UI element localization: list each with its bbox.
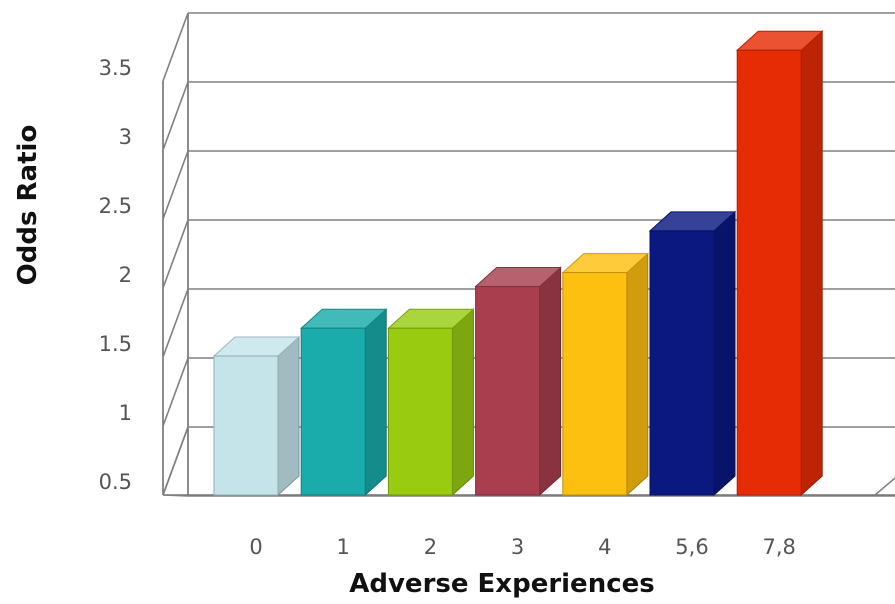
x-axis-title: Adverse Experiences	[349, 569, 654, 599]
floor-right-diagonal	[874, 477, 895, 496]
bar-side	[713, 210, 736, 497]
y-tick-label: 2.5	[99, 194, 132, 218]
x-tick-label: 4	[598, 535, 611, 559]
y-tick-label: 3.5	[99, 56, 132, 80]
bar-1	[299, 308, 388, 497]
y-tick-label: 1	[119, 401, 132, 425]
bar-3	[474, 266, 562, 497]
side-grid-line	[162, 357, 189, 427]
bar-front	[213, 355, 279, 496]
y-tick-label: 3	[119, 125, 132, 149]
side-grid-line	[162, 288, 189, 358]
bar-front	[562, 272, 628, 496]
bars	[212, 30, 824, 497]
floor-left-diagonal	[162, 494, 189, 497]
x-tick-label: 3	[511, 535, 524, 559]
bar-front	[475, 286, 541, 496]
bar-side	[277, 335, 300, 497]
x-tick-label: 1	[337, 535, 350, 559]
bar-side	[451, 308, 474, 497]
bar-side	[539, 266, 562, 497]
bar-5	[648, 210, 737, 497]
tick-labels: 0.5 1 1.5 2 2.5 3 3.5 0 1 2 3 4 5,6 7,8	[99, 56, 796, 559]
bar-side	[800, 30, 823, 497]
bar-6	[735, 30, 824, 497]
x-tick-label: 5,6	[675, 535, 708, 559]
y-tick-label: 2	[119, 263, 132, 287]
side-grid-line	[162, 81, 189, 151]
side-grid-line	[162, 426, 189, 496]
bar-front	[649, 230, 715, 496]
side-grid-line	[162, 150, 189, 220]
y-tick-label: 0.5	[99, 470, 132, 494]
bar-side	[364, 308, 387, 497]
bar-0	[212, 335, 301, 497]
x-tick-label: 7,8	[762, 535, 795, 559]
x-tick-label: 2	[424, 535, 437, 559]
y-axis-title: Odds Ratio	[13, 125, 43, 286]
bar-4	[561, 252, 650, 497]
bar-2	[387, 308, 475, 497]
bar-front	[387, 327, 453, 496]
side-grid-line	[162, 12, 189, 82]
bar-front	[300, 327, 366, 496]
y-tick-label: 1.5	[99, 332, 132, 356]
bar-front	[736, 49, 802, 496]
side-grid-line	[162, 219, 189, 289]
bar-side	[626, 252, 649, 497]
x-tick-label: 0	[249, 535, 262, 559]
